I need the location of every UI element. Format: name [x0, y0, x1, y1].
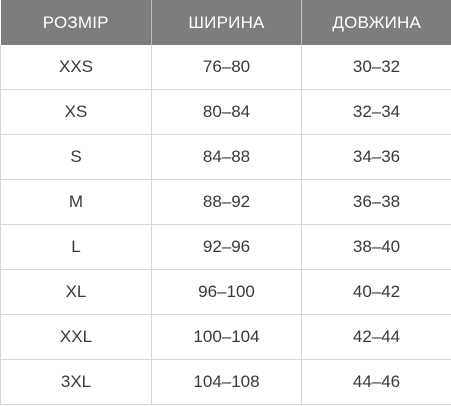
- size-cell: XXS: [0, 45, 152, 90]
- table-row: XXL 100–104 42–44: [0, 314, 451, 360]
- width-cell: 92–96: [151, 224, 302, 270]
- size-cell: L: [0, 224, 152, 270]
- width-cell: 100–104: [151, 314, 302, 360]
- header-length: ДОВЖИНА: [301, 0, 451, 45]
- width-cell: 88–92: [151, 179, 302, 225]
- size-cell: XL: [0, 269, 152, 315]
- length-cell: 30–32: [301, 45, 451, 90]
- table-row: XS 80–84 32–34: [0, 89, 451, 135]
- table-body: XXS 76–80 30–32 XS 80–84 32–34 S 84–88 3…: [0, 45, 451, 405]
- length-cell: 34–36: [301, 134, 451, 180]
- table-row: XXS 76–80 30–32: [0, 45, 451, 90]
- length-cell: 42–44: [301, 314, 451, 360]
- width-cell: 96–100: [151, 269, 302, 315]
- header-size: РОЗМІР: [0, 0, 152, 45]
- width-cell: 76–80: [151, 45, 302, 90]
- size-cell: 3XL: [0, 359, 152, 405]
- table-row: L 92–96 38–40: [0, 224, 451, 270]
- header-row: РОЗМІР ШИРИНА ДОВЖИНА: [0, 0, 451, 45]
- size-cell: XXL: [0, 314, 152, 360]
- size-cell: XS: [0, 89, 152, 135]
- header-width: ШИРИНА: [151, 0, 302, 45]
- table-row: M 88–92 36–38: [0, 179, 451, 225]
- length-cell: 44–46: [301, 359, 451, 405]
- size-cell: S: [0, 134, 152, 180]
- length-cell: 32–34: [301, 89, 451, 135]
- width-cell: 80–84: [151, 89, 302, 135]
- table-row: 3XL 104–108 44–46: [0, 359, 451, 405]
- table-header: РОЗМІР ШИРИНА ДОВЖИНА: [0, 0, 451, 45]
- width-cell: 84–88: [151, 134, 302, 180]
- table-row: XL 96–100 40–42: [0, 269, 451, 315]
- length-cell: 40–42: [301, 269, 451, 315]
- length-cell: 38–40: [301, 224, 451, 270]
- length-cell: 36–38: [301, 179, 451, 225]
- table-row: S 84–88 34–36: [0, 134, 451, 180]
- width-cell: 104–108: [151, 359, 302, 405]
- size-cell: M: [0, 179, 152, 225]
